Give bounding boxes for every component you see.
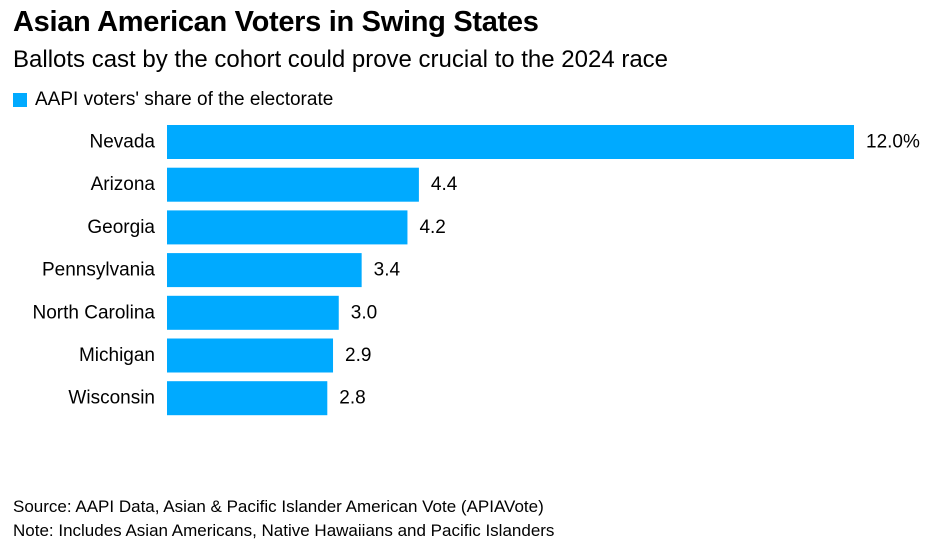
source-note: Source: AAPI Data, Asian & Pacific Islan…	[13, 497, 544, 516]
category-label: Nevada	[90, 132, 156, 153]
bar	[167, 167, 419, 202]
chart-subtitle: Ballots cast by the cohort could prove c…	[13, 46, 669, 73]
category-label: Georgia	[87, 217, 155, 238]
value-label: 12.0%	[866, 132, 920, 153]
bar	[167, 125, 854, 159]
legend-swatch	[13, 93, 27, 107]
category-label: Arizona	[91, 174, 156, 195]
category-label: North Carolina	[33, 302, 156, 323]
bar	[167, 381, 328, 416]
value-label: 4.4	[431, 174, 458, 195]
bar	[167, 295, 339, 330]
chart-title: Asian American Voters in Swing States	[13, 6, 539, 38]
value-label: 3.4	[374, 260, 401, 281]
legend: AAPI voters' share of the electorate	[13, 89, 333, 111]
bar	[167, 253, 362, 288]
footnote: Note: Includes Asian Americans, Native H…	[13, 521, 555, 540]
bar-chart: Nevada 12.0% Arizona 4.4 Georgia 4.2 Pennsylva…	[33, 125, 920, 416]
category-label: Pennsylvania	[42, 260, 155, 281]
category-label: Wisconsin	[68, 388, 155, 409]
category-label: Michigan	[79, 345, 155, 366]
legend-label: AAPI voters' share of the electorate	[35, 89, 334, 110]
value-label: 4.2	[419, 217, 445, 238]
bar	[167, 338, 334, 373]
value-label: 2.9	[345, 345, 371, 366]
value-label: 3.0	[351, 302, 377, 323]
bar	[167, 210, 408, 245]
value-label: 2.8	[339, 388, 365, 409]
